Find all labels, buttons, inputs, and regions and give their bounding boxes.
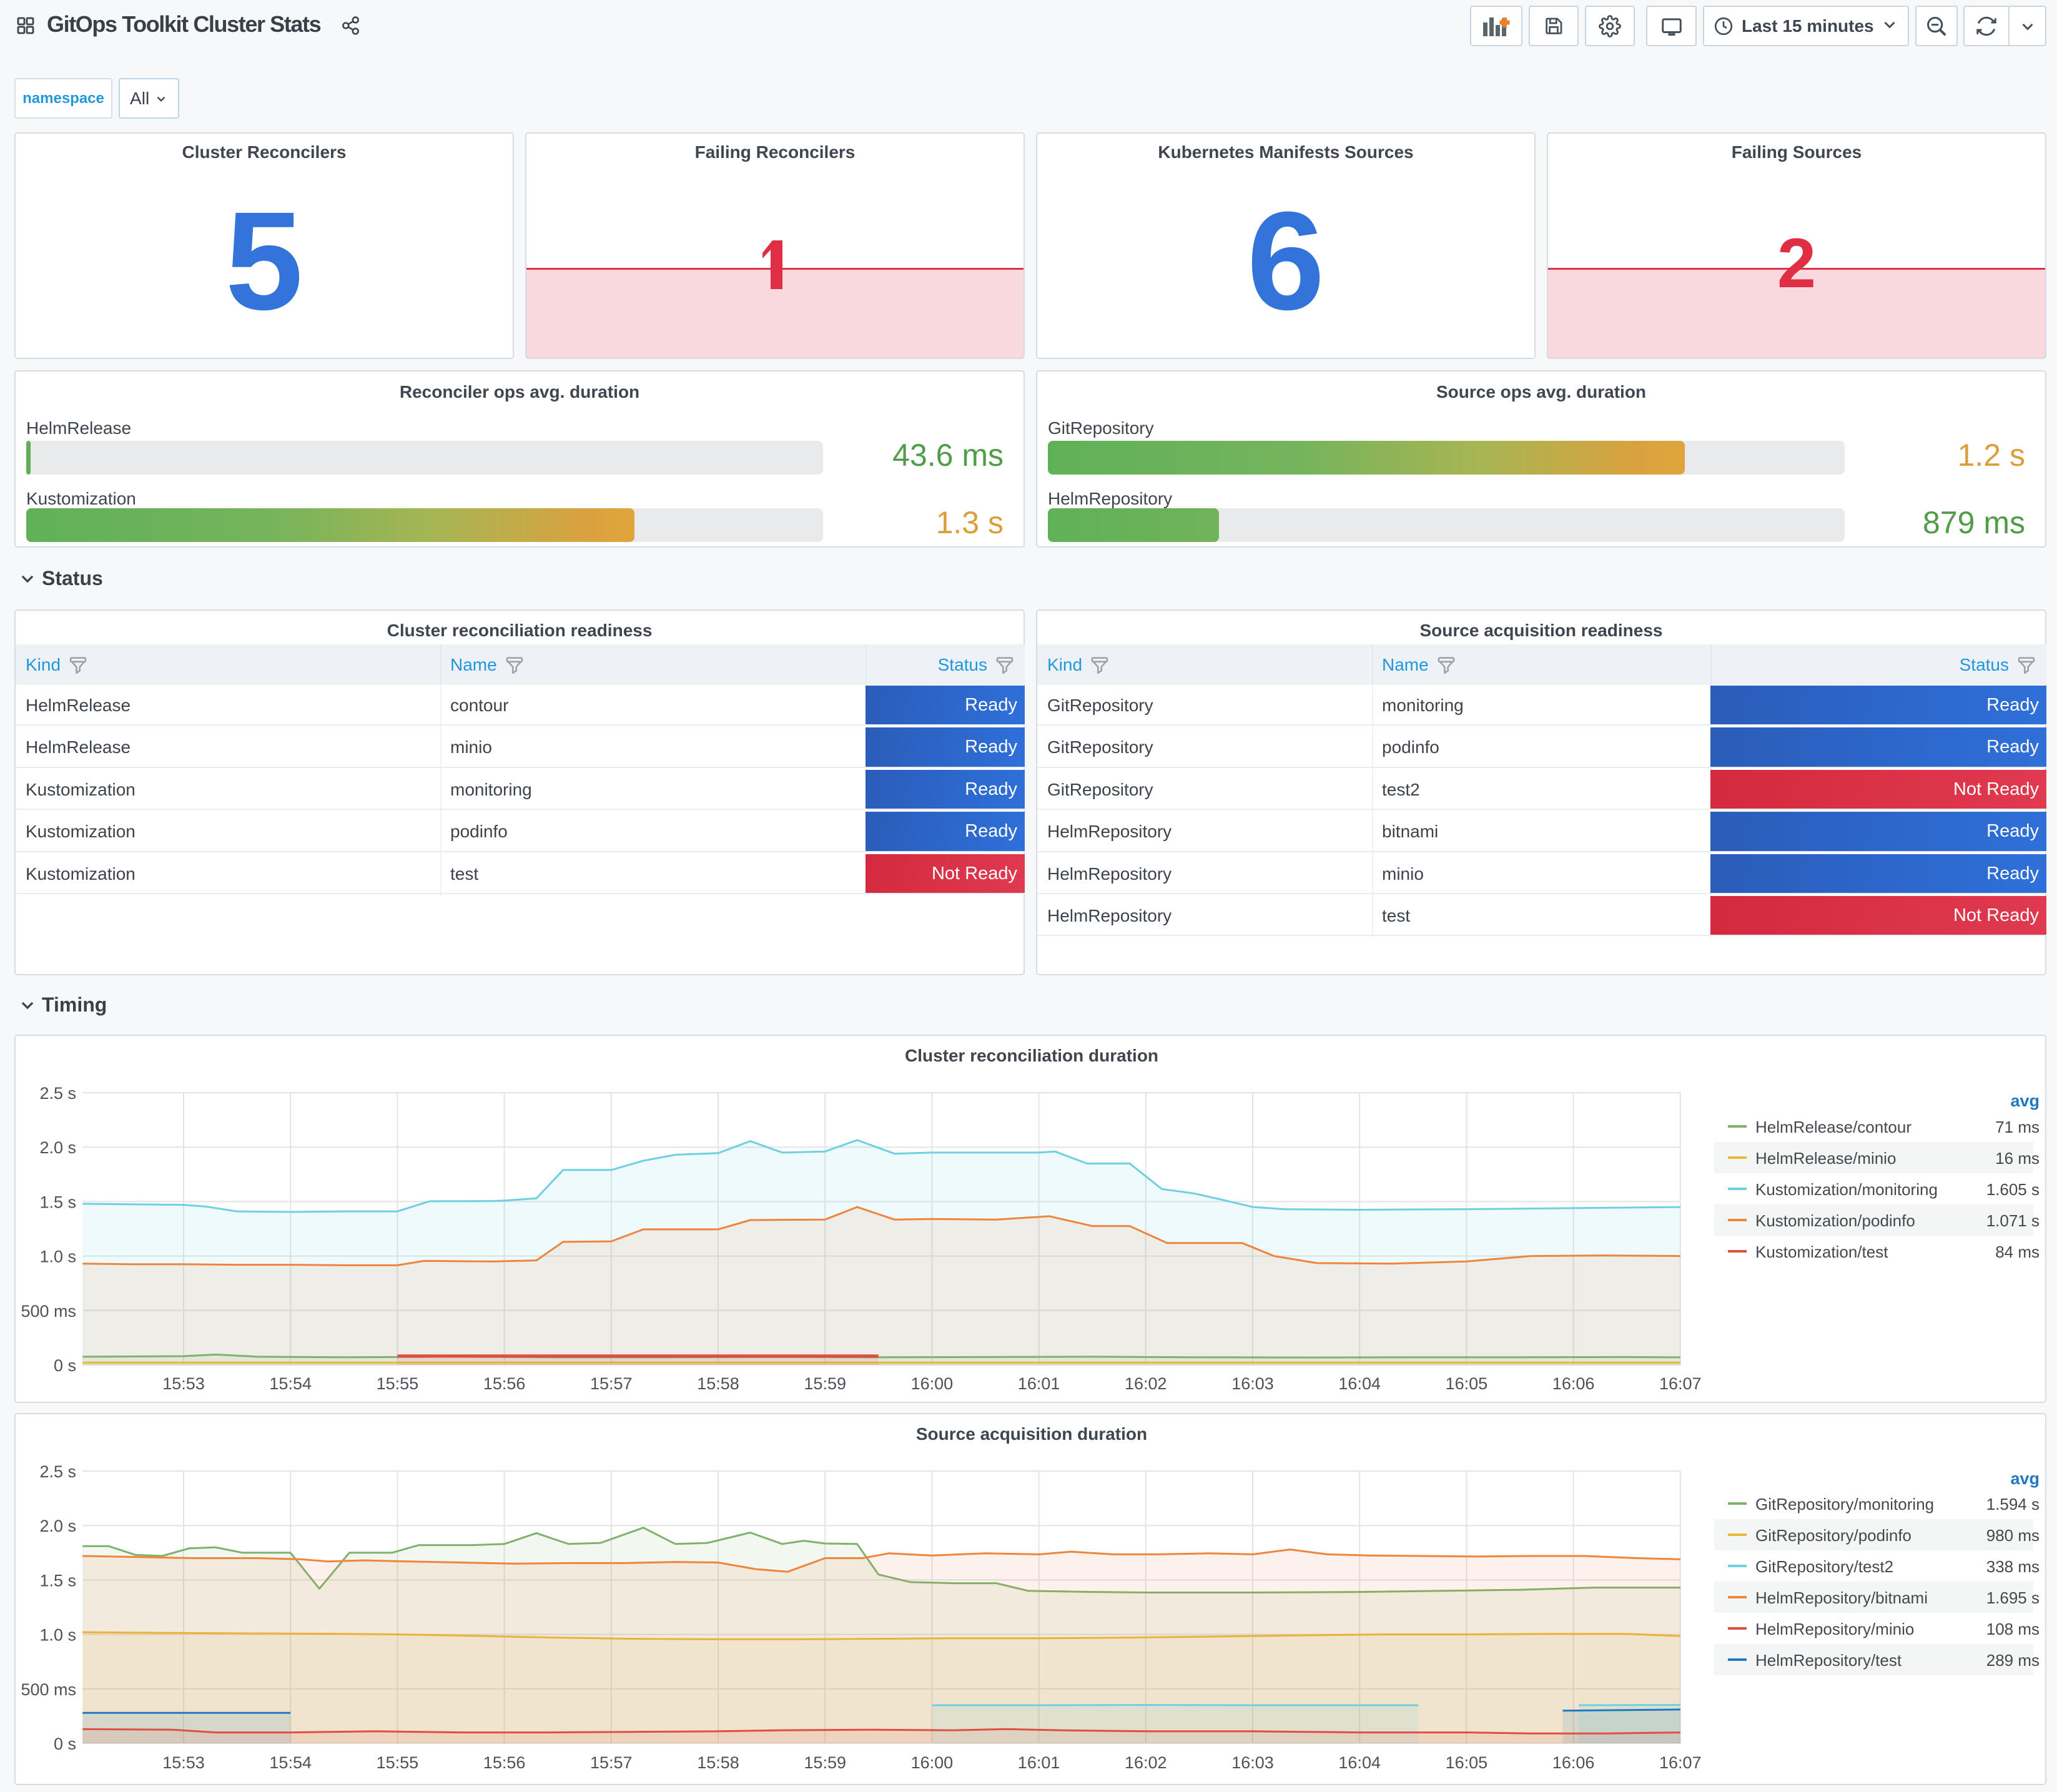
svg-text:1.695 s: 1.695 s bbox=[1986, 1588, 2040, 1607]
svg-text:2.5 s: 2.5 s bbox=[39, 1084, 76, 1103]
svg-text:1.5 s: 1.5 s bbox=[39, 1571, 76, 1590]
svg-text:16:05: 16:05 bbox=[1446, 1753, 1488, 1772]
svg-text:500 ms: 500 ms bbox=[21, 1680, 76, 1699]
svg-text:HelmRepository/bitnami: HelmRepository/bitnami bbox=[1755, 1588, 1928, 1607]
svg-text:Kustomization/test: Kustomization/test bbox=[1755, 1243, 1888, 1261]
svg-text:1.0 s: 1.0 s bbox=[39, 1626, 76, 1645]
svg-text:HelmRepository/minio: HelmRepository/minio bbox=[1755, 1620, 1914, 1638]
svg-text:71 ms: 71 ms bbox=[1995, 1118, 2040, 1136]
svg-text:15:58: 15:58 bbox=[697, 1753, 739, 1772]
svg-text:15:53: 15:53 bbox=[162, 1753, 205, 1772]
svg-text:16:07: 16:07 bbox=[1659, 1374, 1702, 1393]
svg-text:980 ms: 980 ms bbox=[1986, 1526, 2040, 1545]
svg-text:16:06: 16:06 bbox=[1552, 1753, 1595, 1772]
svg-text:16:06: 16:06 bbox=[1552, 1374, 1595, 1393]
svg-text:16 ms: 16 ms bbox=[1995, 1149, 2040, 1168]
svg-text:16:05: 16:05 bbox=[1446, 1374, 1488, 1393]
svg-text:15:57: 15:57 bbox=[590, 1374, 633, 1393]
svg-text:GitRepository/monitoring: GitRepository/monitoring bbox=[1755, 1495, 1934, 1514]
svg-text:16:02: 16:02 bbox=[1125, 1753, 1167, 1772]
svg-text:2.0 s: 2.0 s bbox=[39, 1138, 76, 1157]
svg-text:1.0 s: 1.0 s bbox=[39, 1248, 76, 1266]
svg-text:16:01: 16:01 bbox=[1018, 1374, 1060, 1393]
svg-text:15:56: 15:56 bbox=[483, 1753, 526, 1772]
svg-text:15:54: 15:54 bbox=[269, 1753, 312, 1772]
svg-text:16:01: 16:01 bbox=[1018, 1753, 1060, 1772]
svg-text:16:04: 16:04 bbox=[1338, 1753, 1381, 1772]
svg-text:GitRepository/test2: GitRepository/test2 bbox=[1755, 1557, 1893, 1576]
svg-text:2.0 s: 2.0 s bbox=[39, 1517, 76, 1535]
svg-text:1.5 s: 1.5 s bbox=[39, 1193, 76, 1211]
svg-text:1.594 s: 1.594 s bbox=[1986, 1495, 2040, 1514]
svg-text:avg: avg bbox=[2010, 1091, 2040, 1110]
svg-text:15:55: 15:55 bbox=[377, 1374, 419, 1393]
svg-text:16:00: 16:00 bbox=[911, 1753, 954, 1772]
svg-text:Kustomization/monitoring: Kustomization/monitoring bbox=[1755, 1180, 1938, 1199]
svg-text:338 ms: 338 ms bbox=[1986, 1557, 2040, 1576]
svg-text:15:57: 15:57 bbox=[590, 1753, 633, 1772]
svg-text:84 ms: 84 ms bbox=[1995, 1243, 2040, 1261]
svg-text:0 s: 0 s bbox=[54, 1356, 76, 1375]
svg-text:HelmRepository/test: HelmRepository/test bbox=[1755, 1651, 1902, 1670]
svg-text:0 s: 0 s bbox=[54, 1735, 76, 1753]
svg-text:15:55: 15:55 bbox=[377, 1753, 419, 1772]
svg-text:16:03: 16:03 bbox=[1231, 1753, 1274, 1772]
svg-text:2.5 s: 2.5 s bbox=[39, 1462, 76, 1481]
svg-text:Source acquisition duration: Source acquisition duration bbox=[916, 1424, 1147, 1444]
svg-text:HelmRelease/contour: HelmRelease/contour bbox=[1755, 1118, 1911, 1136]
svg-text:15:53: 15:53 bbox=[162, 1374, 205, 1393]
svg-text:avg: avg bbox=[2010, 1469, 2040, 1488]
svg-text:HelmRelease/minio: HelmRelease/minio bbox=[1755, 1149, 1896, 1168]
svg-text:15:54: 15:54 bbox=[269, 1374, 312, 1393]
svg-text:15:58: 15:58 bbox=[697, 1374, 739, 1393]
svg-text:289 ms: 289 ms bbox=[1986, 1651, 2040, 1670]
svg-text:Cluster reconciliation duratio: Cluster reconciliation duration bbox=[905, 1046, 1158, 1065]
svg-text:16:07: 16:07 bbox=[1659, 1753, 1702, 1772]
svg-text:16:02: 16:02 bbox=[1125, 1374, 1167, 1393]
svg-text:15:59: 15:59 bbox=[804, 1753, 846, 1772]
svg-text:1.071 s: 1.071 s bbox=[1986, 1211, 2040, 1230]
svg-text:GitRepository/podinfo: GitRepository/podinfo bbox=[1755, 1526, 1911, 1545]
svg-text:16:04: 16:04 bbox=[1338, 1374, 1381, 1393]
svg-text:15:59: 15:59 bbox=[804, 1374, 846, 1393]
svg-text:108 ms: 108 ms bbox=[1986, 1620, 2040, 1638]
svg-text:15:56: 15:56 bbox=[483, 1374, 526, 1393]
svg-text:Kustomization/podinfo: Kustomization/podinfo bbox=[1755, 1211, 1915, 1230]
svg-text:1.605 s: 1.605 s bbox=[1986, 1180, 2040, 1199]
svg-text:500 ms: 500 ms bbox=[21, 1302, 76, 1321]
svg-text:16:03: 16:03 bbox=[1231, 1374, 1274, 1393]
svg-text:16:00: 16:00 bbox=[911, 1374, 954, 1393]
